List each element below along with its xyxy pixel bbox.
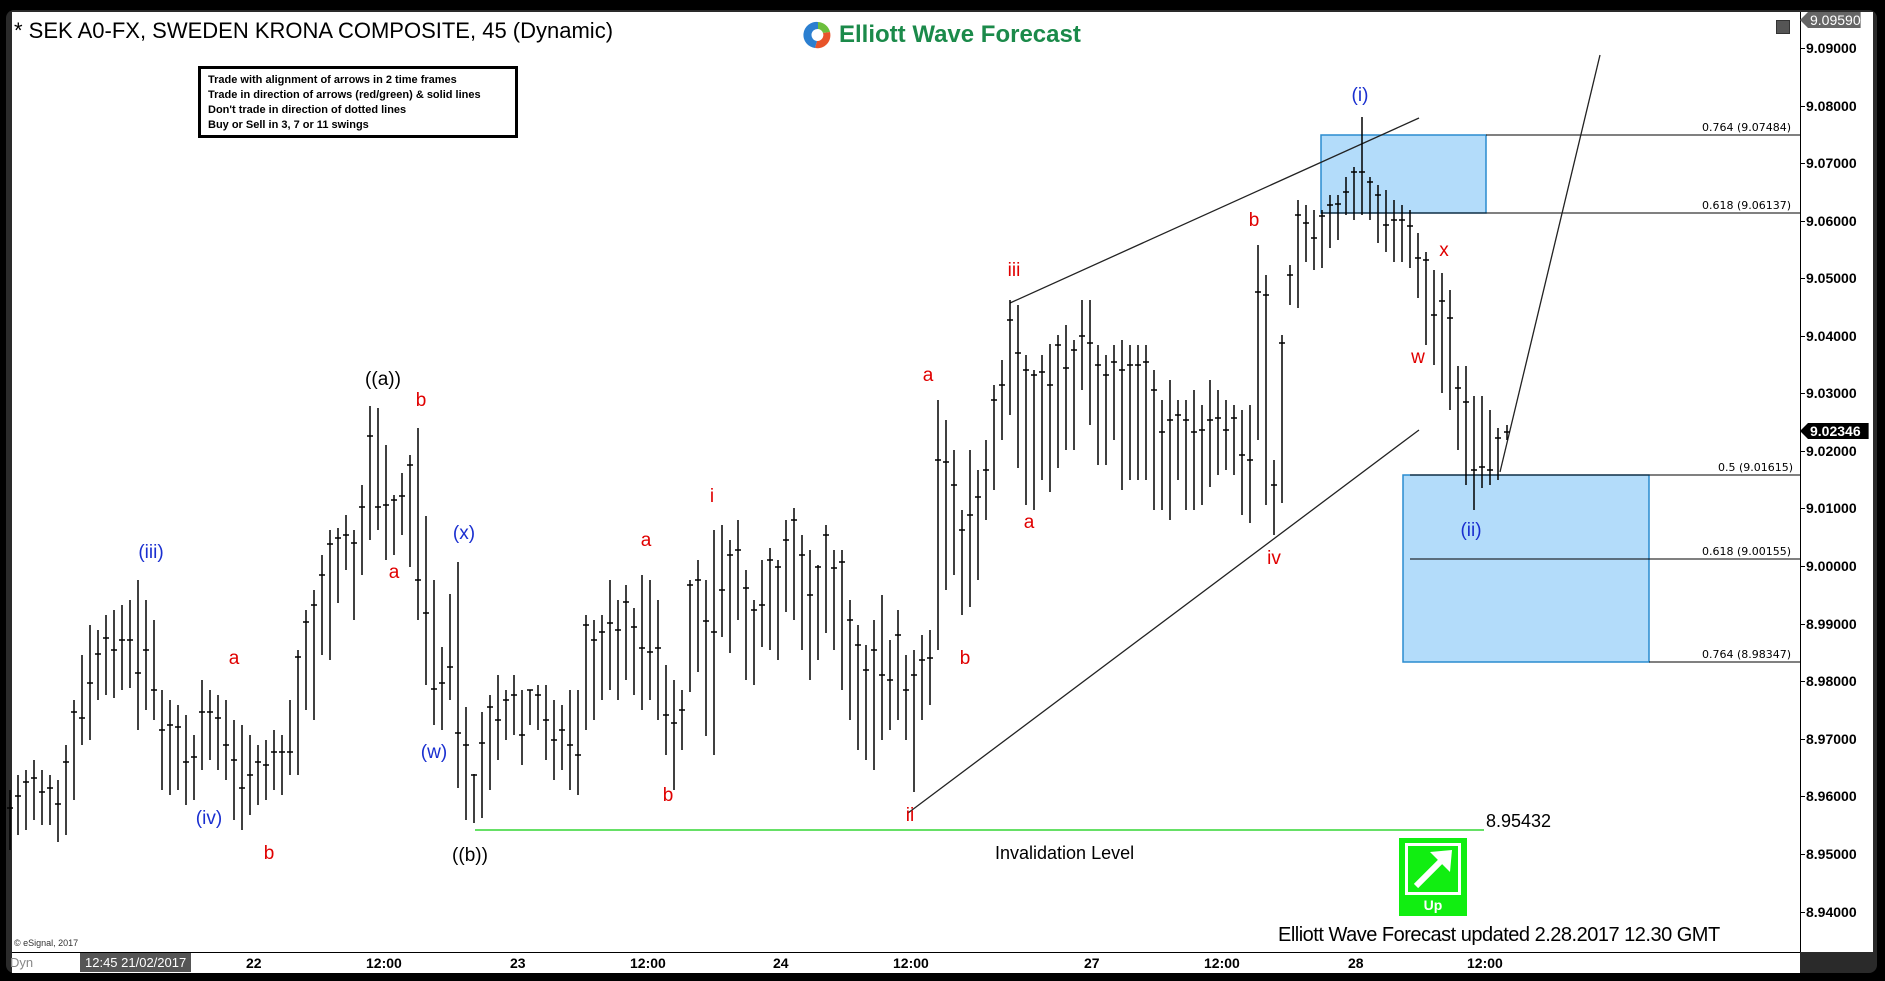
tick-mark — [1800, 336, 1805, 337]
tick-mark — [1800, 854, 1805, 855]
price-tick: 8.97000 — [1806, 731, 1857, 747]
start-date-label: 12:45 21/02/2017 — [80, 953, 192, 972]
chart-title: * SEK A0-FX, SWEDEN KRONA COMPOSITE, 45 … — [14, 18, 614, 43]
price-axis[interactable] — [1800, 12, 1873, 952]
tick-mark — [1800, 278, 1805, 279]
tick-mark — [1800, 624, 1805, 625]
current-price-flag: 9.02346 — [1800, 423, 1869, 439]
wave-label: (w) — [420, 742, 448, 763]
logo-swirl-icon — [803, 21, 831, 49]
wave-label: w — [1411, 347, 1425, 368]
fib-zone-lower — [1402, 474, 1650, 663]
fib-level-label: 0.618 (9.06137) — [1702, 199, 1792, 212]
time-tick: 12:00 — [366, 955, 402, 971]
wave-label: i — [709, 486, 715, 507]
price-tick: 9.09000 — [1806, 40, 1857, 56]
price-tick: 8.99000 — [1806, 616, 1857, 632]
brand-logo: Elliott Wave Forecast — [803, 20, 1081, 50]
up-signal-badge: Up — [1399, 838, 1467, 916]
wave-label: (iii) — [138, 542, 164, 563]
fib-level-label: 0.764 (8.98347) — [1702, 648, 1792, 661]
time-tick: 12:00 — [1204, 955, 1240, 971]
top-price-flag: 9.09590 — [1800, 12, 1861, 28]
fib-level-label: 0.764 (9.07484) — [1702, 121, 1792, 134]
price-tick: 9.00000 — [1806, 558, 1857, 574]
price-tick: 9.01000 — [1806, 500, 1857, 516]
price-tick: 9.03000 — [1806, 385, 1857, 401]
restore-window-icon[interactable] — [1776, 20, 1790, 34]
time-tick: 12:00 — [893, 955, 929, 971]
wave-label: a — [228, 648, 240, 669]
wave-label: ((a)) — [365, 369, 401, 390]
tick-mark — [1800, 566, 1805, 567]
wave-label: a — [388, 562, 400, 583]
fib-level-label: 0.5 (9.01615) — [1718, 461, 1794, 474]
wave-label: ii — [905, 805, 915, 826]
wave-label: b — [1248, 210, 1260, 231]
time-tick: 24 — [773, 955, 789, 971]
updated-timestamp: Elliott Wave Forecast updated 2.28.2017 … — [1278, 924, 1720, 946]
arrow-up-right-icon — [1413, 850, 1452, 889]
wave-label: b — [263, 843, 275, 864]
wave-label: b — [415, 390, 427, 411]
dynamic-toggle[interactable]: Dyn — [10, 955, 34, 970]
tick-mark — [1800, 681, 1805, 682]
time-tick: 12:00 — [630, 955, 666, 971]
wave-label: a — [922, 365, 934, 386]
tick-mark — [1800, 739, 1805, 740]
price-tick: 9.06000 — [1806, 213, 1857, 229]
tick-mark — [1800, 221, 1805, 222]
price-tick: 9.04000 — [1806, 328, 1857, 344]
wave-label: a — [1023, 512, 1035, 533]
tick-mark — [1800, 508, 1805, 509]
wave-label: (i) — [1351, 85, 1369, 106]
tick-mark — [1800, 393, 1805, 394]
tick-mark — [1800, 48, 1805, 49]
price-tick: 9.08000 — [1806, 98, 1857, 114]
copyright: © eSignal, 2017 — [14, 938, 79, 948]
tick-mark — [1800, 163, 1805, 164]
wave-label: b — [959, 648, 971, 669]
price-tick: 8.96000 — [1806, 788, 1857, 804]
time-tick: 22 — [246, 955, 262, 971]
trading-rules-box: Trade with alignment of arrows in 2 time… — [198, 66, 518, 138]
tick-mark — [1800, 796, 1805, 797]
rule-line: Buy or Sell in 3, 7 or 11 swings — [208, 119, 369, 131]
time-tick: 23 — [510, 955, 526, 971]
wave-label: b — [662, 785, 674, 806]
time-tick: 27 — [1084, 955, 1100, 971]
rule-line: Don't trade in direction of dotted lines — [208, 104, 407, 116]
logo-text: Elliott Wave Forecast — [839, 21, 1081, 48]
up-label: Up — [1423, 897, 1443, 913]
up-arrow-frame — [1405, 843, 1461, 895]
wave-label: ((b)) — [452, 845, 488, 866]
price-tick: 9.07000 — [1806, 155, 1857, 171]
rule-line: Trade with alignment of arrows in 2 time… — [208, 74, 457, 86]
tick-mark — [1800, 106, 1805, 107]
invalidation-label: Invalidation Level — [995, 843, 1135, 863]
fib-zone-upper — [1320, 134, 1487, 214]
wave-label: a — [640, 530, 652, 551]
time-tick: 12:00 — [1467, 955, 1503, 971]
wave-label: (iv) — [195, 808, 223, 829]
wave-label: x — [1439, 240, 1449, 261]
wave-label: (x) — [452, 523, 476, 544]
price-tick: 9.05000 — [1806, 270, 1857, 286]
rule-line: Trade in direction of arrows (red/green)… — [208, 89, 481, 101]
price-tick: 9.02000 — [1806, 443, 1857, 459]
price-tick: 8.95000 — [1806, 846, 1857, 862]
fib-level-label: 0.618 (9.00155) — [1702, 545, 1792, 558]
invalidation-value: 8.95432 — [1486, 811, 1552, 831]
tick-mark — [1800, 451, 1805, 452]
time-tick: 28 — [1348, 955, 1364, 971]
wave-label: iv — [1267, 548, 1281, 569]
price-tick: 8.94000 — [1806, 904, 1857, 920]
tick-mark — [1800, 912, 1805, 913]
price-tick: 8.98000 — [1806, 673, 1857, 689]
wave-label: (ii) — [1460, 520, 1482, 541]
wave-label: iii — [1007, 260, 1021, 281]
time-axis[interactable] — [12, 952, 1800, 973]
